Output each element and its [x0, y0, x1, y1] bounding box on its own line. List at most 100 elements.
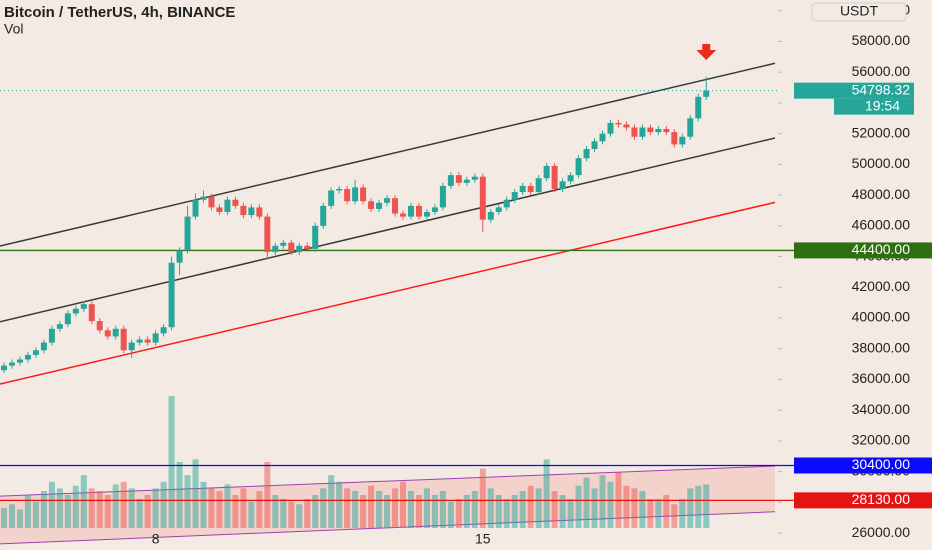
volume-bar — [400, 481, 406, 528]
candle-body — [392, 198, 399, 214]
volume-bar — [328, 475, 335, 528]
candle-body — [559, 181, 566, 189]
candle-body — [216, 207, 223, 213]
candle-body — [575, 158, 582, 176]
candle-body — [471, 176, 478, 180]
volume-bar — [631, 488, 638, 528]
candle-body — [296, 245, 303, 252]
volume-bar — [104, 495, 111, 528]
candle-body — [543, 165, 550, 179]
y-tick-label: 56000.00 — [852, 63, 911, 79]
volume-bar — [160, 481, 167, 528]
candle-body — [312, 225, 319, 249]
volume-bar — [415, 495, 422, 528]
volume-bar — [152, 488, 159, 528]
level-badge — [794, 242, 932, 259]
candle-body — [647, 127, 654, 133]
candle-body — [328, 190, 335, 206]
y-tick-label: 48000.00 — [852, 186, 911, 202]
volume-bar — [80, 475, 87, 528]
candle-body — [591, 141, 598, 150]
volume-bar — [24, 495, 31, 528]
candle-body — [551, 165, 558, 189]
candle-body — [400, 213, 406, 217]
volume-bar — [192, 459, 199, 528]
volume-legend: Vol — [4, 21, 23, 37]
candle-body — [152, 333, 159, 343]
candle-body — [439, 185, 446, 208]
volume-bar — [296, 504, 303, 528]
candle-body — [232, 199, 239, 206]
volume-bar — [647, 498, 654, 528]
arrow-marker — [696, 44, 717, 60]
volume-bar — [128, 488, 135, 528]
level-badge — [794, 492, 932, 509]
candle-body — [320, 205, 327, 226]
candle-body — [368, 201, 375, 209]
volume-bar — [344, 488, 351, 528]
candle-body — [519, 185, 526, 193]
trend-line — [0, 62, 776, 247]
volume-bar — [447, 501, 454, 528]
candle-body — [80, 304, 87, 309]
candle-body — [224, 199, 231, 213]
candle-body — [24, 354, 31, 360]
volume-bar — [96, 491, 103, 528]
candle-body — [280, 242, 287, 246]
candle-body — [527, 185, 534, 193]
candle-body — [495, 207, 502, 213]
volume-bar — [559, 495, 566, 528]
candle-body — [304, 245, 311, 249]
volume-bar — [368, 485, 375, 528]
candle-body — [360, 187, 367, 202]
volume-bar — [184, 475, 191, 528]
volume-bar — [168, 396, 175, 528]
volume-bar — [703, 484, 710, 528]
volume-bar — [88, 488, 95, 528]
volume-bar — [120, 481, 127, 528]
x-tick-label: 8 — [152, 531, 160, 547]
volume-bar — [40, 491, 47, 528]
candle-body — [423, 212, 430, 217]
candle-body — [384, 198, 391, 203]
volume-bar — [567, 498, 574, 528]
volume-bar — [240, 488, 247, 528]
candle-body — [208, 196, 215, 208]
volume-bar — [527, 485, 534, 528]
volume-bar — [16, 509, 23, 528]
y-tick-label: 40000.00 — [852, 309, 911, 325]
candle-body — [184, 216, 191, 251]
volume-bar — [511, 495, 518, 528]
volume-bar — [256, 491, 263, 528]
volume-bar — [176, 462, 183, 528]
volume-bar — [48, 481, 55, 528]
volume-bar — [352, 491, 359, 528]
volume-bar — [312, 495, 319, 528]
candle-body — [695, 96, 702, 119]
y-tick-label: 50000.00 — [852, 155, 911, 171]
volume-bar — [32, 501, 39, 528]
candle-body — [655, 129, 662, 133]
volume-bar — [607, 481, 614, 528]
volume-bar — [519, 491, 526, 528]
level-badge — [794, 457, 932, 474]
candle-body — [88, 304, 95, 322]
volume-bar — [583, 477, 590, 528]
x-tick-label: 15 — [475, 531, 491, 547]
candle-body — [487, 212, 494, 220]
candle-body — [663, 129, 670, 133]
volume-bar — [655, 498, 662, 528]
volume-bar — [64, 495, 71, 528]
last-price-badge — [794, 82, 914, 99]
candle-body — [32, 350, 39, 355]
volume-bar — [336, 481, 343, 528]
candle-body — [240, 205, 247, 216]
volume-bar — [431, 495, 438, 528]
volume-bar — [439, 491, 446, 528]
currency-button — [811, 2, 907, 22]
candle-body — [607, 122, 614, 134]
volume-bar — [671, 504, 678, 528]
candle-body — [56, 324, 63, 329]
candle-body — [168, 262, 175, 328]
candle-body — [136, 339, 143, 343]
